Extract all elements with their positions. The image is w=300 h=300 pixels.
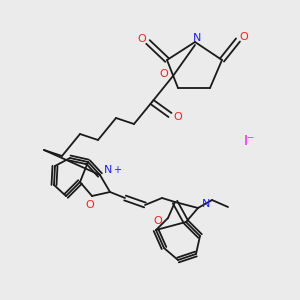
- Text: O: O: [174, 112, 182, 122]
- Text: N: N: [104, 165, 112, 175]
- Text: O: O: [138, 34, 146, 44]
- Text: O: O: [85, 200, 94, 210]
- Text: O: O: [154, 216, 162, 226]
- Text: N: N: [193, 33, 201, 43]
- Text: +: +: [113, 165, 121, 175]
- Text: N: N: [202, 199, 210, 209]
- Text: O: O: [240, 32, 248, 42]
- Text: I⁻: I⁻: [243, 134, 255, 148]
- Text: O: O: [160, 69, 168, 79]
